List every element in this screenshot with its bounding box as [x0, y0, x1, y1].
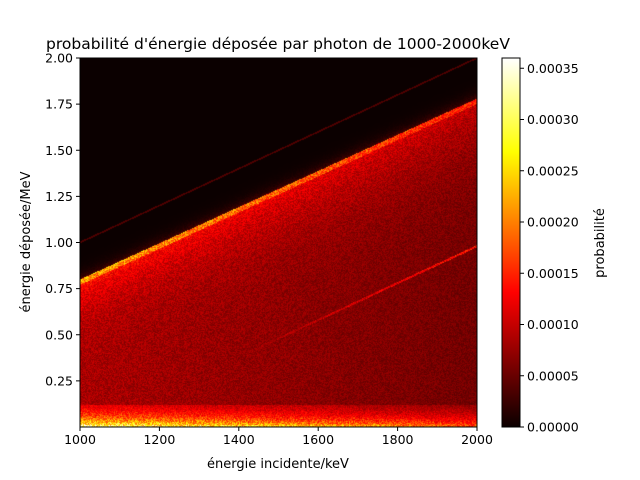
x-tick-label: 1600 [302, 432, 334, 447]
colorbar-tick-label: 0.00000 [527, 420, 579, 435]
heatmap-image [80, 58, 477, 427]
y-axis-title: énergie déposée/MeV [19, 171, 34, 312]
y-axis: 0.25 0.50 0.75 1.00 1.25 1.50 1.75 2.00 [45, 51, 80, 388]
colorbar-tick-label: 0.00030 [527, 112, 579, 127]
colorbar-tick-label: 0.00035 [527, 61, 579, 76]
x-tick-label: 1400 [223, 432, 255, 447]
colorbar-tick-label: 0.00015 [527, 266, 579, 281]
y-tick-label: 0.75 [45, 281, 73, 296]
x-axis: 1000 1200 1400 1600 1800 2000 [64, 427, 493, 447]
y-tick-label: 1.75 [45, 97, 73, 112]
colorbar-tick-label: 0.00020 [527, 215, 579, 230]
colorbar-ticks: 0.00000 0.00005 0.00010 0.00015 0.00020 0.000… [520, 61, 579, 435]
x-tick-label: 1800 [382, 432, 414, 447]
x-tick-label: 1200 [143, 432, 175, 447]
x-tick-label: 2000 [461, 432, 493, 447]
chart-title: probabilité d'énergie déposée par photon… [46, 35, 510, 53]
y-tick-label: 1.00 [45, 235, 73, 250]
colorbar-title: probabilité [593, 208, 608, 278]
y-tick-label: 1.25 [45, 189, 73, 204]
colorbar-gradient [501, 57, 521, 428]
x-tick-label: 1000 [64, 432, 96, 447]
y-tick-label: 0.25 [45, 373, 73, 388]
colorbar-tick-label: 0.00010 [527, 317, 579, 332]
plot-area [79, 57, 478, 428]
y-tick-label: 2.00 [45, 51, 73, 66]
x-axis-title: énergie incidente/keV [207, 457, 349, 472]
y-tick-label: 1.50 [45, 143, 73, 158]
colorbar: 0.00000 0.00005 0.00010 0.00015 0.00020 0.000… [501, 57, 608, 435]
colorbar-tick-label: 0.00025 [527, 163, 579, 178]
colorbar-tick-label: 0.00005 [527, 368, 579, 383]
y-tick-label: 0.50 [45, 327, 73, 342]
